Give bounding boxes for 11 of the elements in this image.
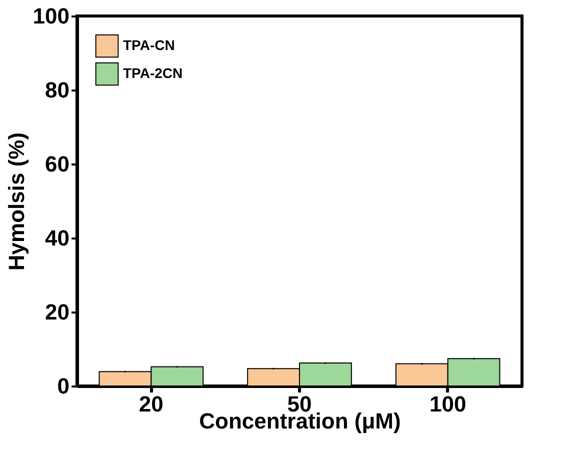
x-tick-label: 100: [429, 392, 466, 416]
y-tick-label: 40: [45, 226, 70, 250]
y-axis-title: Hymolsis (%): [4, 132, 29, 271]
y-tick-label: 20: [45, 300, 70, 324]
y-tick-label: 100: [32, 4, 70, 28]
y-tick-label: 80: [45, 78, 70, 102]
y-tick-label: 0: [57, 374, 70, 398]
legend-label: TPA-CN: [123, 37, 175, 53]
y-tick-label: 60: [45, 152, 70, 176]
x-tick-label: 20: [138, 392, 164, 416]
legend-label: TPA-2CN: [123, 65, 183, 81]
